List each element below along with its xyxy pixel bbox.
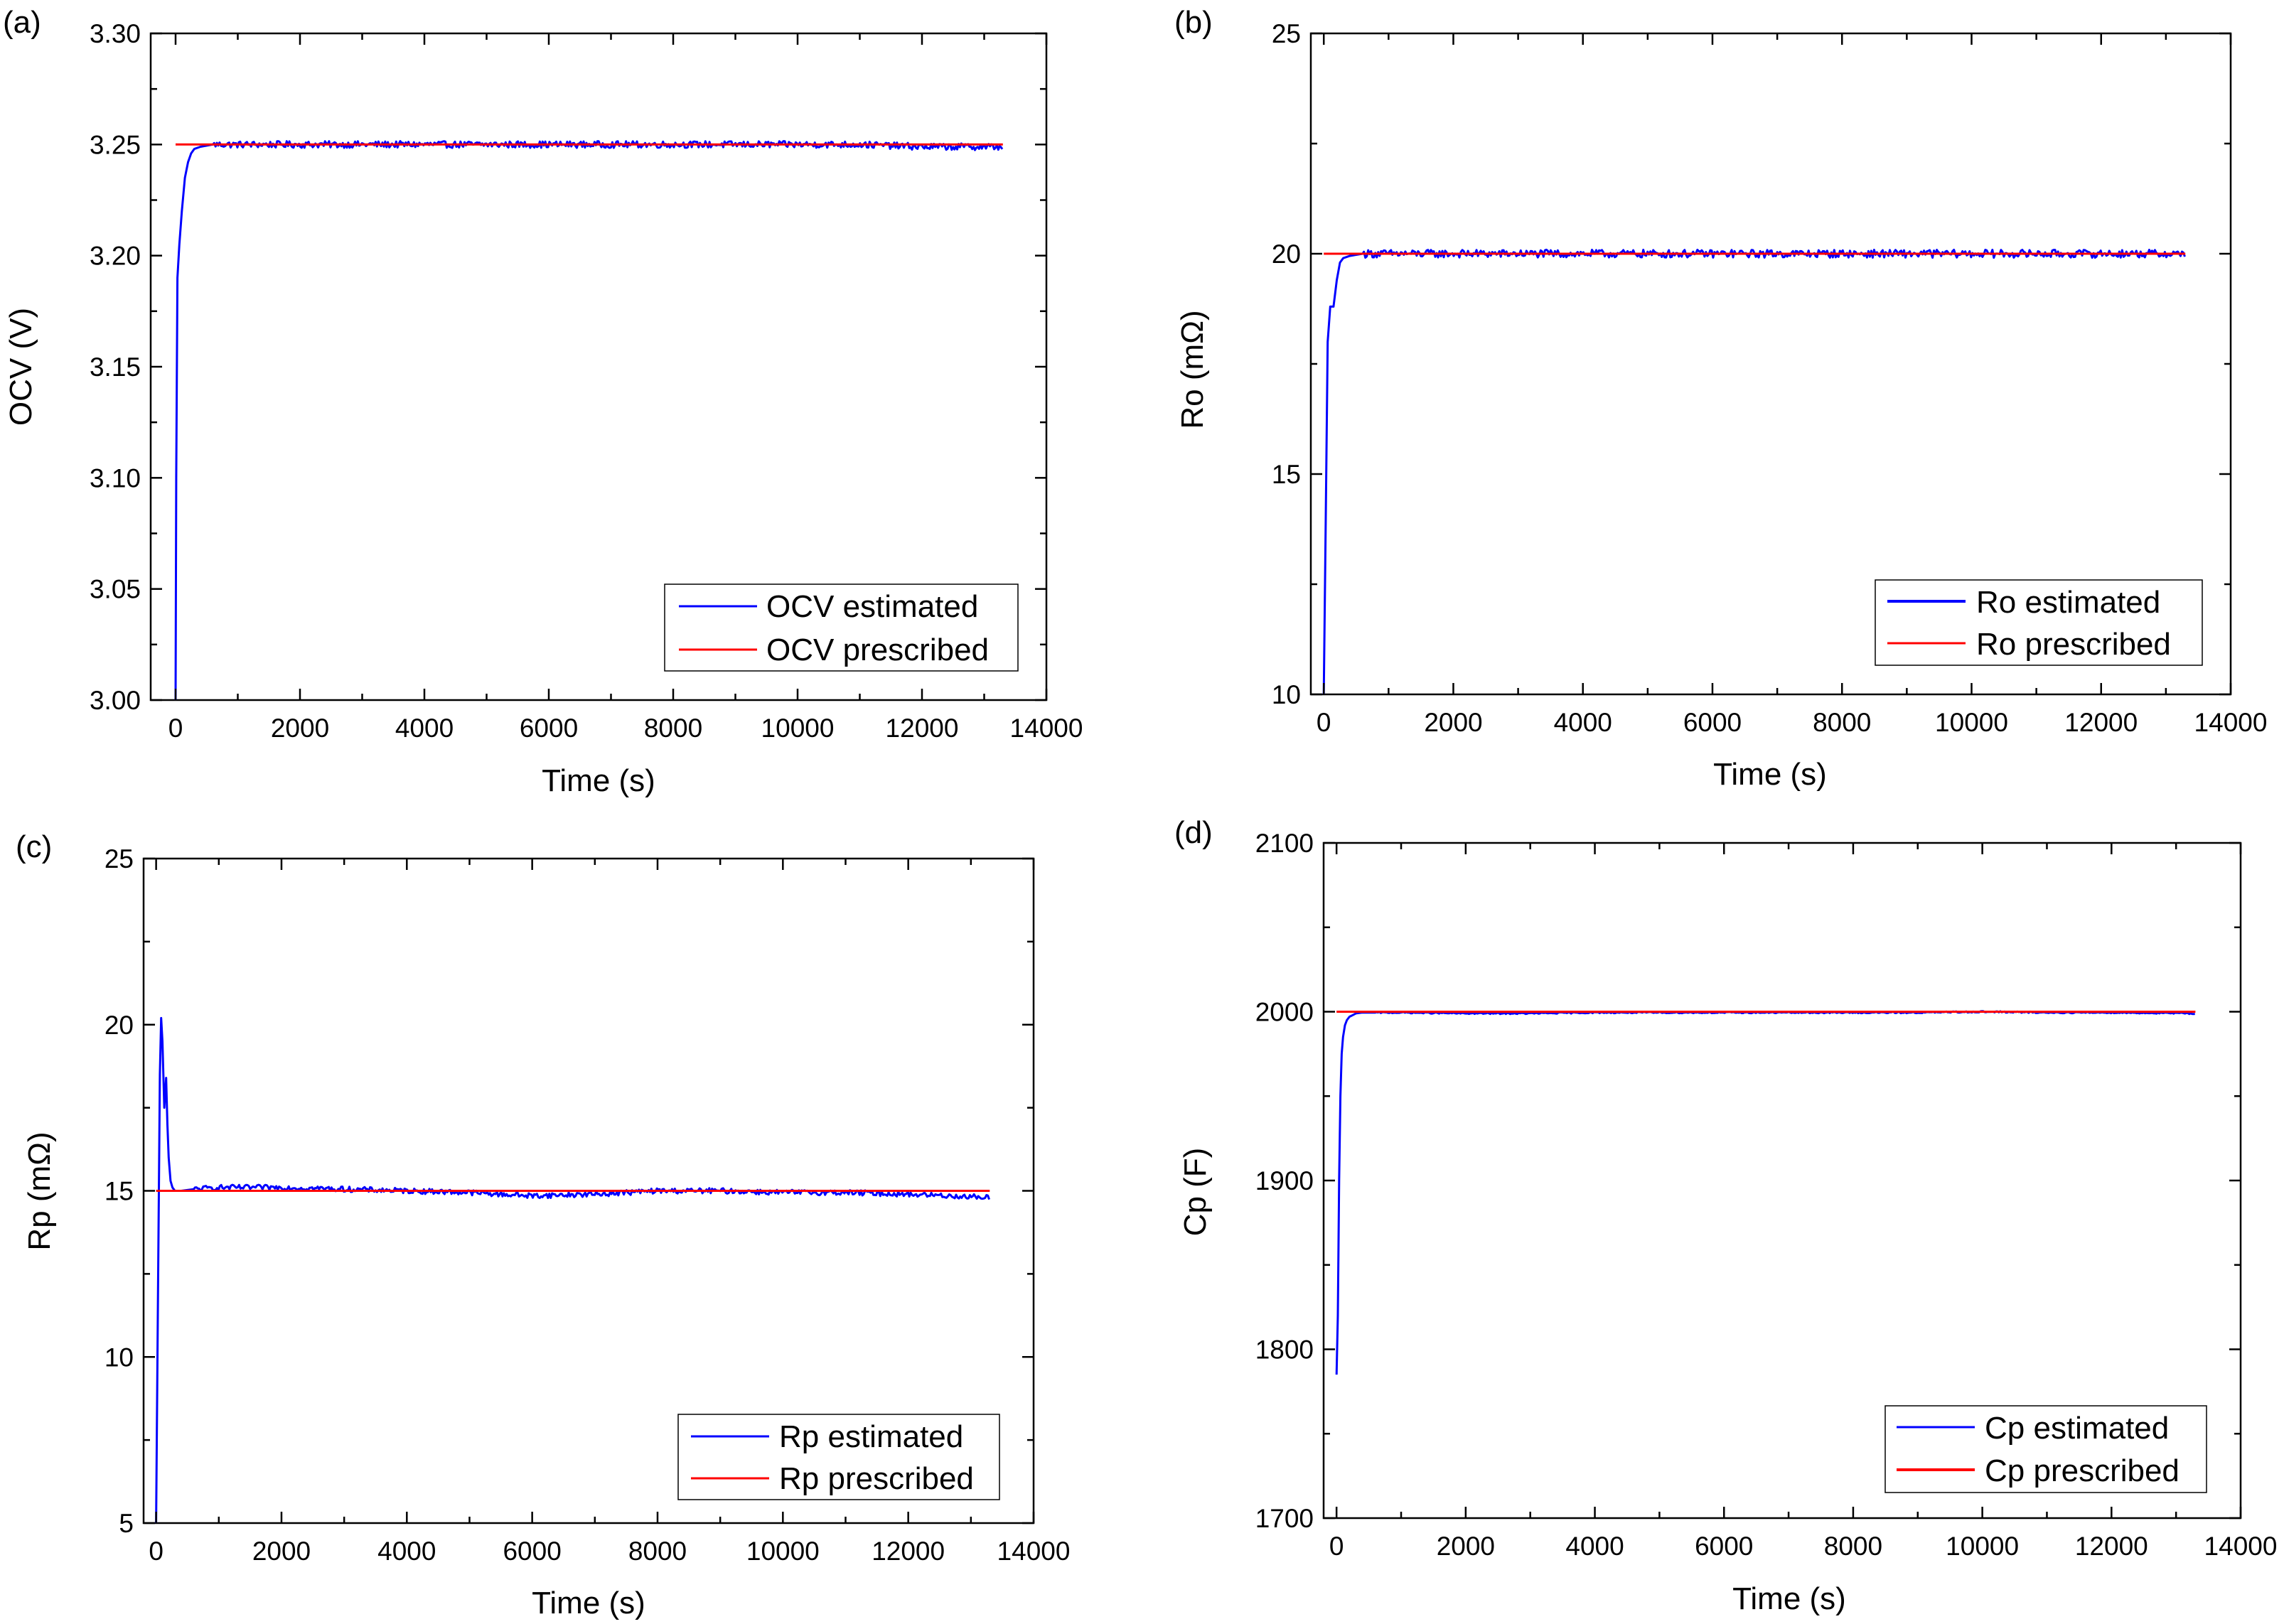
x-tick-label-c: 2000: [252, 1537, 311, 1566]
x-tick-label-b: 2000: [1424, 708, 1482, 737]
legend-box-c: [677, 1414, 1000, 1500]
legend-b: Ro estimated Ro prescribed: [1875, 579, 2203, 666]
series-line-rp-estimated: [155, 1016, 991, 1523]
axes-b: 0 2000 4000 6000 8000 10000 12000 14000 10 15 20 25: [1272, 19, 2268, 737]
x-tick-label-c: 10000: [746, 1537, 820, 1566]
x-tick-label-a: 4000: [395, 714, 454, 743]
x-tick-label-a: 6000: [520, 714, 578, 743]
y-tick-label-d: 2000: [1255, 998, 1314, 1027]
legend-label-rp-prescribed: Rp prescribed: [779, 1461, 974, 1496]
x-tick-label-d: 14000: [2204, 1532, 2278, 1561]
x-tick-label-d: 0: [1329, 1532, 1344, 1561]
legend-box-a: [664, 584, 1019, 672]
x-tick-label-a: 2000: [271, 714, 329, 743]
x-tick-label-b: 10000: [1935, 708, 2008, 737]
y-tick-label-c: 10: [104, 1343, 134, 1372]
panel-label-c: (c): [16, 829, 52, 864]
legend-label-ocv-estimated: OCV estimated: [766, 589, 978, 624]
x-tick-label-c: 4000: [377, 1537, 436, 1566]
y-tick-label-d: 2100: [1255, 829, 1314, 858]
y-tick-label-c: 5: [119, 1509, 134, 1538]
legend-label-ocv-prescribed: OCV prescribed: [766, 633, 989, 667]
axes-d: 0 2000 4000 6000 8000 10000 12000 14000 1700 1800…: [1255, 829, 2278, 1561]
x-tick-label-d: 4000: [1565, 1532, 1624, 1561]
x-tick-label-a: 12000: [886, 714, 959, 743]
legend-d: Cp estimated Cp prescribed: [1884, 1405, 2207, 1493]
panel-c: (c) 0 2000 4000 6000 8000 10000 12000 14000 5 10 1…: [16, 829, 1070, 1620]
x-tick-label-c: 12000: [872, 1537, 945, 1566]
y-tick-label-a: 3.00: [90, 686, 141, 715]
plot-area-d: [1335, 1010, 2196, 1375]
panel-label-b: (b): [1174, 5, 1213, 40]
y-tick-label-b: 15: [1272, 460, 1301, 489]
x-tick-label-a: 14000: [1010, 714, 1083, 743]
y-tick-label-d: 1900: [1255, 1166, 1314, 1195]
x-tick-label-a: 10000: [761, 714, 835, 743]
y-tick-label-a: 3.20: [90, 242, 141, 271]
plot-area-b: [1322, 248, 2186, 694]
legend-a: OCV estimated OCV prescribed: [664, 584, 1019, 672]
x-tick-label-a: 0: [168, 714, 183, 743]
x-tick-label-c: 8000: [628, 1537, 687, 1566]
x-axis-title-b: Time (s): [1713, 757, 1827, 792]
y-tick-label-d: 1700: [1255, 1504, 1314, 1533]
panel-d: (d) 0 2000 4000 6000 8000 10000 12000 14000 1700…: [1174, 815, 2277, 1616]
legend-box-d: [1884, 1405, 2207, 1493]
y-tick-label-a: 3.25: [90, 130, 141, 159]
x-tick-label-d: 12000: [2075, 1532, 2148, 1561]
x-tick-label-b: 14000: [2194, 708, 2268, 737]
legend-label-rp-estimated: Rp estimated: [779, 1419, 963, 1454]
panel-label-a: (a): [3, 5, 41, 40]
x-tick-label-d: 8000: [1824, 1532, 1882, 1561]
x-tick-label-a: 8000: [644, 714, 702, 743]
series-line-cp-estimated: [1335, 1010, 2195, 1375]
y-tick-label-b: 25: [1272, 19, 1301, 48]
panel-label-d: (d): [1174, 815, 1213, 850]
y-axis-title-d: Cp (F): [1178, 1148, 1213, 1237]
legend-label-ro-prescribed: Ro prescribed: [1976, 627, 2171, 662]
y-axis-title-a: OCV (V): [4, 308, 38, 426]
panel-a: (a) 0 2000 4000 6000 8000 10000 12000 14000 3.00…: [3, 5, 1083, 798]
x-tick-label-b: 6000: [1683, 708, 1742, 737]
y-tick-label-c: 25: [104, 844, 134, 873]
y-tick-label-b: 10: [1272, 680, 1301, 709]
y-axis-title-c: Rp (mΩ): [22, 1131, 57, 1250]
y-tick-label-a: 3.05: [90, 575, 141, 604]
y-tick-label-b: 20: [1272, 240, 1301, 269]
y-tick-label-a: 3.15: [90, 353, 141, 382]
plot-area-a: [174, 140, 1004, 700]
x-tick-label-d: 6000: [1695, 1532, 1753, 1561]
legend-label-ro-estimated: Ro estimated: [1976, 585, 2160, 620]
x-tick-label-b: 4000: [1554, 708, 1612, 737]
y-tick-label-d: 1800: [1255, 1335, 1314, 1365]
x-tick-label-c: 14000: [997, 1537, 1071, 1566]
x-tick-label-c: 6000: [503, 1537, 561, 1566]
panel-b: (b) 0 2000 4000 6000 8000 10000 12000 14000 10 15…: [1174, 5, 2267, 792]
x-tick-label-c: 0: [149, 1537, 163, 1566]
x-tick-label-b: 12000: [2064, 708, 2138, 737]
y-tick-label-c: 20: [104, 1011, 134, 1040]
axes-a: 0 2000 4000 6000 8000 10000 12000 14000 3.00 3.05…: [90, 19, 1083, 743]
x-axis-title-c: Time (s): [532, 1586, 645, 1620]
y-axis-title-b: Ro (mΩ): [1175, 310, 1210, 429]
x-tick-label-b: 8000: [1813, 708, 1871, 737]
axes-c: 0 2000 4000 6000 8000 10000 12000 14000 5 10 15 20 2…: [104, 844, 1071, 1566]
x-axis-title-a: Time (s): [542, 763, 655, 798]
y-tick-label-a: 3.10: [90, 463, 141, 493]
legend-box-b: [1875, 579, 2203, 666]
plot-area-c: [155, 1016, 991, 1523]
x-tick-label-d: 2000: [1437, 1532, 1495, 1561]
legend-label-cp-prescribed: Cp prescribed: [1985, 1453, 2180, 1488]
y-tick-label-c: 15: [104, 1177, 134, 1206]
x-tick-label-d: 10000: [1946, 1532, 2019, 1561]
y-tick-label-a: 3.30: [90, 19, 141, 48]
legend-c: Rp estimated Rp prescribed: [677, 1414, 1000, 1500]
x-axis-title-d: Time (s): [1732, 1581, 1846, 1616]
legend-label-cp-estimated: Cp estimated: [1985, 1411, 2169, 1446]
x-tick-label-b: 0: [1317, 708, 1331, 737]
